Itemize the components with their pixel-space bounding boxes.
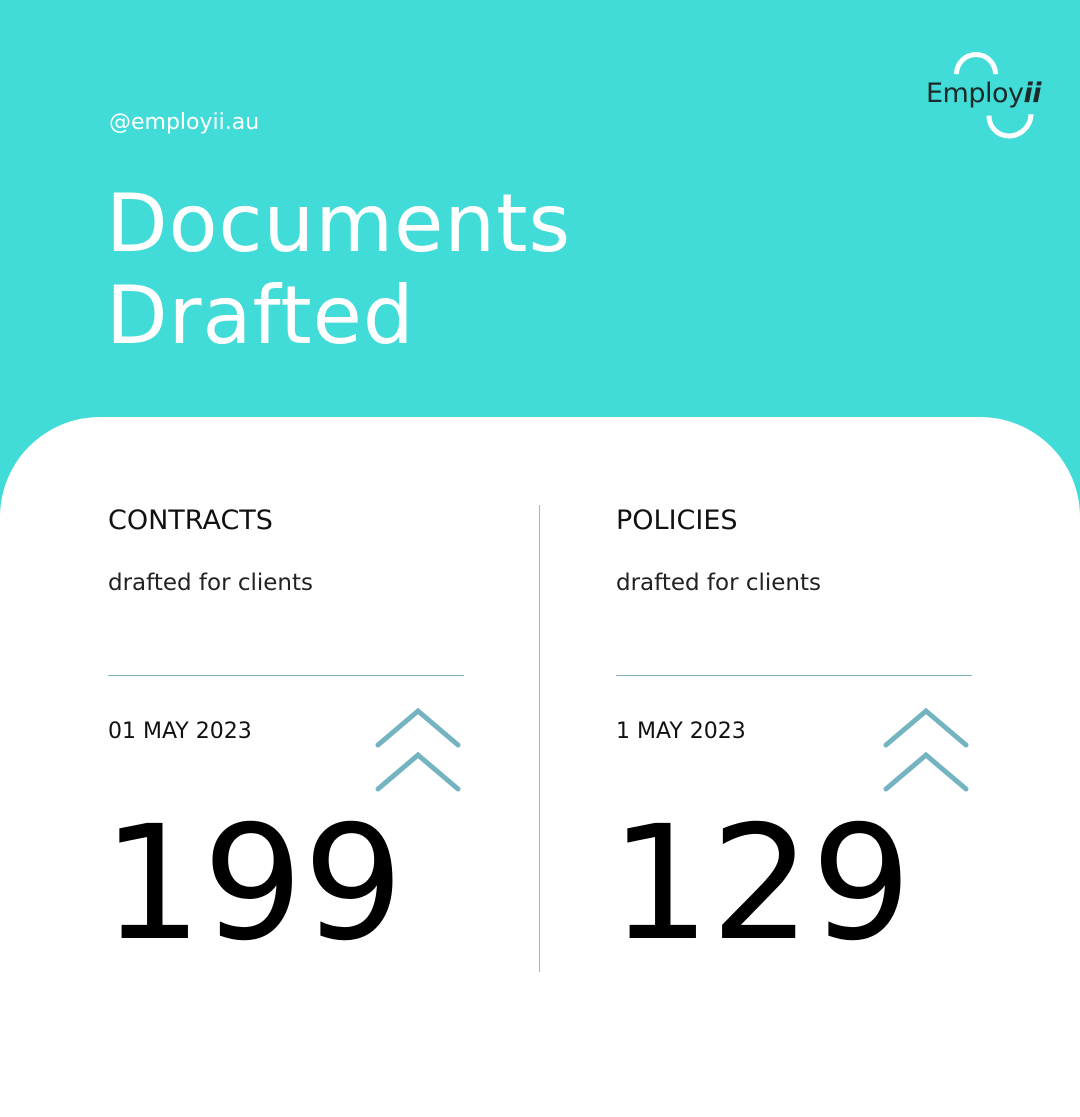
column-divider	[539, 505, 540, 972]
title-line-2: Drafted	[106, 269, 415, 362]
logo-text: Employii	[926, 78, 1042, 109]
stats-card	[0, 417, 1080, 1117]
double-chevron-up-icon	[883, 707, 969, 792]
stat-contracts: CONTRACTS drafted for clients 01 MAY 202…	[102, 505, 464, 963]
stat-date: 01 MAY 2023	[108, 719, 252, 744]
stat-category: CONTRACTS	[108, 505, 273, 536]
stat-category: POLICIES	[616, 505, 738, 536]
stat-date: 1 MAY 2023	[616, 719, 746, 744]
stat-policies: POLICIES drafted for clients 1 MAY 2023 …	[610, 505, 972, 963]
stat-value: 129	[610, 792, 912, 976]
social-handle: @employii.au	[109, 110, 260, 135]
stat-value: 199	[102, 792, 404, 976]
stat-subtitle: drafted for clients	[616, 570, 822, 596]
double-chevron-up-icon	[375, 707, 461, 792]
employii-logo: Employii	[924, 42, 1044, 149]
page-title: Documents Drafted	[106, 178, 571, 362]
stat-rule	[108, 675, 464, 676]
title-line-1: Documents	[106, 177, 572, 270]
stat-rule	[616, 675, 972, 676]
stat-subtitle: drafted for clients	[108, 570, 314, 596]
